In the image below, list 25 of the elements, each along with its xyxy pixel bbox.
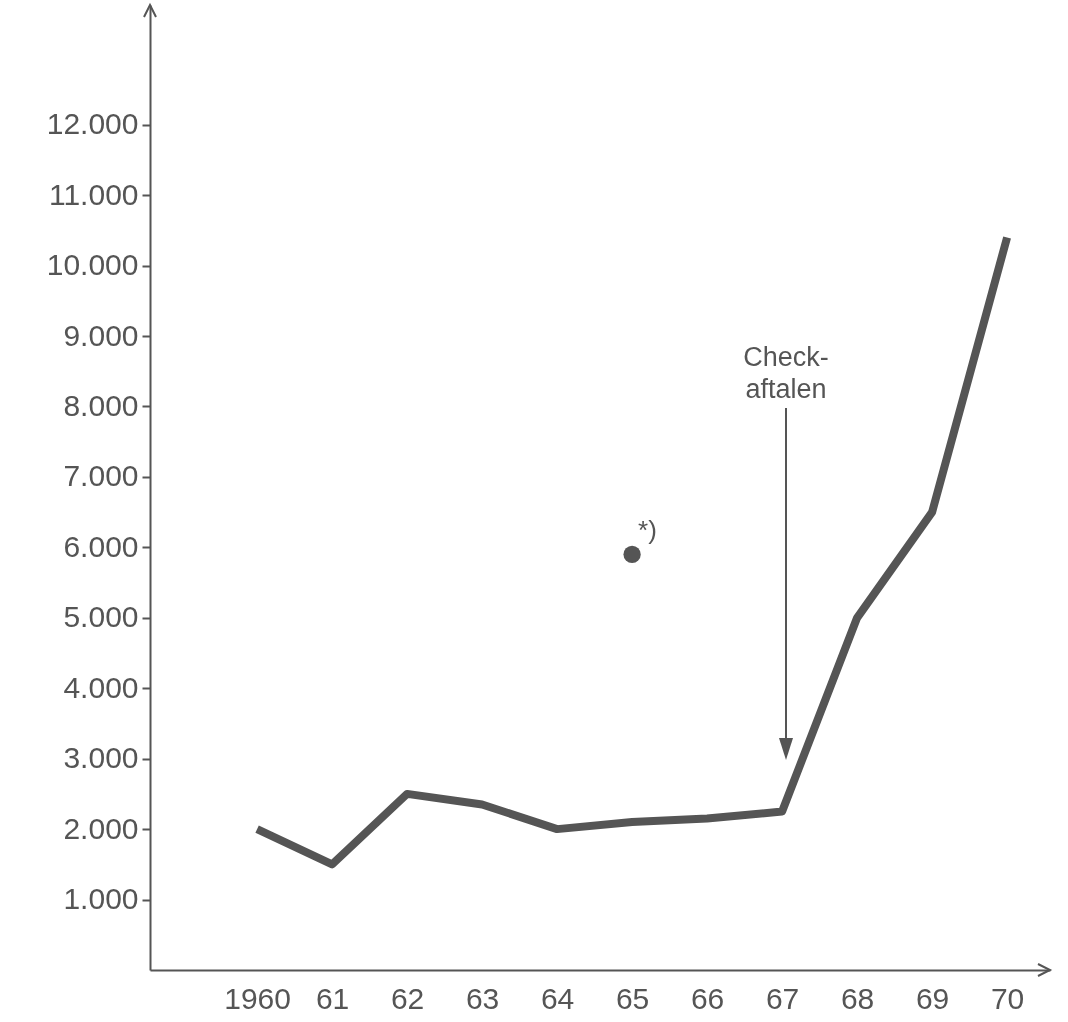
y-tick-label: 10.000: [46, 248, 139, 282]
x-tick-label: 62: [390, 981, 425, 1015]
x-tick-label: 61: [315, 981, 350, 1015]
y-tick-label: 4.000: [63, 670, 139, 704]
x-tick-label: 70: [990, 981, 1025, 1015]
x-tick-label: 66: [690, 981, 725, 1015]
x-tick-label: 67: [765, 981, 800, 1015]
x-tick-label: 65: [615, 981, 650, 1015]
y-tick-label: 6.000: [63, 529, 139, 563]
y-tick-label: 1.000: [63, 882, 139, 916]
y-tick-label: 3.000: [63, 741, 139, 775]
annotation: Check- aftalen: [743, 342, 829, 404]
y-tick-label: 9.000: [63, 318, 139, 352]
annotation: *): [638, 515, 657, 546]
y-tick-label: 7.000: [63, 459, 139, 493]
y-tick-label: 11.000: [48, 177, 139, 211]
y-tick-label: 2.000: [63, 811, 139, 845]
x-tick-label: 63: [465, 981, 500, 1015]
y-tick-label: 8.000: [63, 389, 139, 422]
y-tick-label: 5.000: [63, 600, 139, 634]
x-tick-label: 1960: [224, 981, 291, 1015]
x-tick-label: 64: [540, 981, 575, 1015]
x-tick-label: 68: [840, 981, 875, 1015]
y-tick-label: 12.000: [46, 107, 139, 141]
x-tick-label: 69: [915, 981, 950, 1015]
